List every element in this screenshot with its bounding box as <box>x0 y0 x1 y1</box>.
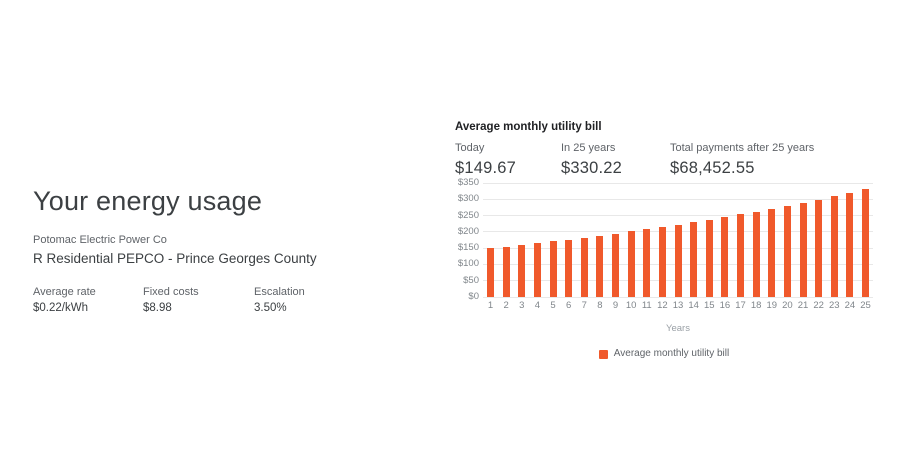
y-tick-label: $200 <box>457 225 479 237</box>
rate-plan-name: R Residential PEPCO - Prince Georges Cou… <box>33 251 317 266</box>
legend-swatch-icon <box>598 349 608 359</box>
bar-year-12[interactable] <box>658 226 666 297</box>
x-tick-label: 23 <box>828 300 840 311</box>
fixed-costs-value: $8.98 <box>143 302 172 314</box>
x-tick-label: 8 <box>597 300 603 311</box>
bar-year-21[interactable] <box>799 202 807 297</box>
fixed-costs-stat: Fixed costs $8.98 <box>143 286 254 315</box>
gridline <box>483 215 873 217</box>
x-tick-label: 25 <box>860 300 871 311</box>
x-tick-label: 1 <box>487 300 494 311</box>
y-tick-label: $300 <box>457 193 479 205</box>
x-tick-label: 16 <box>719 300 731 311</box>
average-rate-value: $0.22/kWh <box>33 302 88 314</box>
bill-today-label: Today <box>455 142 485 154</box>
escalation-value: 3.50% <box>254 302 287 314</box>
x-tick-label: 19 <box>766 300 778 311</box>
bar-year-18[interactable] <box>752 211 760 297</box>
y-tick-label: $350 <box>457 177 479 188</box>
x-tick-label: 3 <box>519 300 525 311</box>
bar-plot: 1 2 3 4 5 6 7 8 9 10 11 12 13 14 15 16 17 18 19 20 21 22 23 24 2… <box>483 182 873 311</box>
average-rate-label: Average rate <box>33 286 96 298</box>
bill-today-value: $149.67 <box>455 159 517 177</box>
bar-year-22[interactable] <box>815 199 823 297</box>
x-tick-label: 24 <box>844 300 856 311</box>
bar-year-11[interactable] <box>643 229 651 297</box>
energy-usage-panel: Your energy usage Potomac Electric Power… <box>33 185 423 315</box>
x-tick-label: 4 <box>534 300 541 311</box>
x-tick-label: 20 <box>782 300 793 311</box>
bar-year-5[interactable] <box>549 241 557 297</box>
bar-year-3[interactable] <box>518 244 526 297</box>
bar-year-20[interactable] <box>783 205 791 297</box>
bar-year-9[interactable] <box>612 233 619 297</box>
x-tick-label: 12 <box>657 300 668 311</box>
bar-year-10[interactable] <box>627 231 635 297</box>
x-tick-label: 7 <box>581 300 587 311</box>
bill-25-years-value: $330.22 <box>561 159 623 177</box>
bar-year-13[interactable] <box>674 224 682 297</box>
bill-today-stat: Today $149.67 <box>455 142 561 178</box>
x-tick-label: 22 <box>813 300 824 311</box>
bar-year-15[interactable] <box>705 219 713 297</box>
gridline <box>483 296 873 298</box>
usage-stats-row: Average rate $0.22/kWh Fixed costs $8.98… <box>33 286 423 315</box>
average-rate-stat: Average rate $0.22/kWh <box>33 286 143 315</box>
bar-year-17[interactable] <box>737 214 744 297</box>
escalation-label: Escalation <box>254 286 305 298</box>
bar-year-4[interactable] <box>533 243 541 297</box>
x-tick-label: 18 <box>750 300 762 311</box>
fixed-costs-label: Fixed costs <box>143 286 199 298</box>
bar-year-1[interactable] <box>487 248 494 297</box>
utility-company-name: Potomac Electric Power Co <box>33 234 167 246</box>
y-tick-label: $100 <box>457 258 479 270</box>
y-tick-label: $50 <box>463 274 479 286</box>
chart-legend[interactable]: Average monthly utility bill <box>455 348 873 360</box>
escalation-stat: Escalation 3.50% <box>254 286 305 315</box>
x-tick-label: 11 <box>641 300 652 311</box>
bar-year-14[interactable] <box>690 222 698 297</box>
y-axis: $0 $50 $100 $150 $200 $250 $300 $350 <box>455 178 479 302</box>
bill-total-payments-stat: Total payments after 25 years $68,452.55 <box>670 142 814 178</box>
bar-year-19[interactable] <box>768 208 776 297</box>
bill-stats-row: Today $149.67 In 25 years $330.22 Total … <box>455 142 885 178</box>
legend-label: Average monthly utility bill <box>613 348 730 359</box>
x-tick-label: 9 <box>612 300 619 311</box>
bar-year-2[interactable] <box>502 246 510 297</box>
x-tick-label: 6 <box>565 300 572 311</box>
bar-year-23[interactable] <box>830 196 838 297</box>
bar-year-6[interactable] <box>565 239 573 297</box>
y-tick-label: $0 <box>468 291 479 302</box>
bill-25-years-label: In 25 years <box>561 142 616 154</box>
bar-year-24[interactable] <box>846 192 854 297</box>
gridline <box>483 198 873 200</box>
x-tick-label: 17 <box>735 300 746 311</box>
y-tick-label: $150 <box>457 242 479 254</box>
x-tick-label: 21 <box>797 300 809 311</box>
x-tick-label: 14 <box>688 300 699 311</box>
bar-year-25[interactable] <box>862 189 869 297</box>
bar-year-16[interactable] <box>721 217 729 297</box>
x-tick-label: 10 <box>625 300 637 311</box>
bill-total-payments-label: Total payments after 25 years <box>670 142 815 154</box>
x-tick-label: 2 <box>503 300 509 311</box>
page-title: Your energy usage <box>33 186 263 216</box>
x-tick-label: 5 <box>550 300 556 311</box>
y-tick-label: $250 <box>457 209 479 221</box>
gridline <box>483 182 873 184</box>
x-tick-label: 15 <box>703 300 715 311</box>
x-axis-title: Years <box>666 323 690 334</box>
bill-summary-title: Average monthly utility bill <box>455 121 602 133</box>
bar-year-8[interactable] <box>596 235 604 297</box>
x-tick-label: 13 <box>672 300 684 311</box>
bill-25-years-stat: In 25 years $330.22 <box>561 142 670 178</box>
bar-year-7[interactable] <box>580 237 588 297</box>
utility-bill-summary-panel: Average monthly utility bill Today $149.… <box>455 120 885 178</box>
bill-total-payments-value: $68,452.55 <box>670 159 755 177</box>
